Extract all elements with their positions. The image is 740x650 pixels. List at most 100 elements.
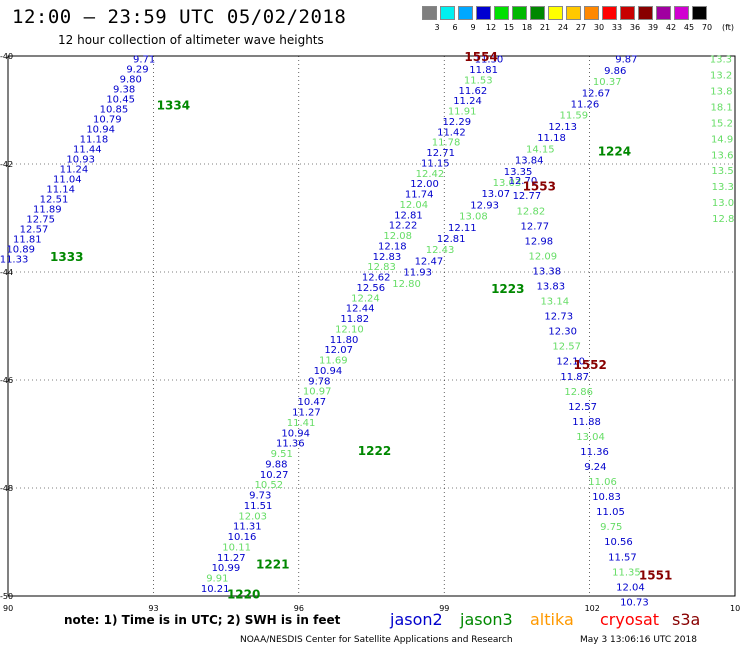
wave-height-reading: 11.33 — [0, 255, 28, 266]
satellite-legend-jason3: jason3 — [460, 610, 513, 629]
legend-label: 15 — [503, 23, 515, 32]
wave-height-reading: 11.42 — [437, 127, 466, 138]
wave-height-reading: 12.57 — [20, 225, 49, 236]
wave-height-reading: 10.89 — [6, 245, 35, 256]
wave-height-reading: 11.35 — [612, 567, 641, 578]
legend-swatch — [440, 6, 455, 20]
wave-height-reading: 11.69 — [319, 356, 348, 367]
wave-height-reading: 11.41 — [287, 418, 316, 429]
legend-label: 18 — [521, 23, 533, 32]
wave-height-reading: 9.73 — [249, 491, 271, 502]
legend-label: 70 — [701, 23, 713, 32]
wave-height-reading: 13.0 — [712, 198, 734, 209]
wave-height-reading: 11.87 — [560, 372, 589, 383]
wave-height-reading: 12.13 — [548, 122, 577, 133]
wave-height-reading: 10.52 — [255, 480, 284, 491]
legend-swatch — [638, 6, 653, 20]
wave-height-reading: 12.10 — [556, 357, 585, 368]
legend-swatch — [692, 6, 707, 20]
wave-height-reading: 11.14 — [46, 185, 75, 196]
wave-height-reading: 13.3 — [712, 182, 734, 193]
wave-height-reading: 12.51 — [40, 195, 69, 206]
wave-height-reading: 12.11 — [448, 223, 477, 234]
wave-height-reading: 18.1 — [710, 102, 732, 113]
wave-height-reading: 12.44 — [346, 304, 375, 315]
generation-timestamp: May 3 13:06:16 UTC 2018 — [580, 635, 697, 645]
wave-height-reading: 12.09 — [528, 251, 557, 262]
satellite-legend-cryosat: cryosat — [600, 610, 660, 629]
wave-height-reading: 10.21 — [201, 584, 230, 595]
wave-height-reading: 12.29 — [442, 117, 471, 128]
pass-number-label: 1334 — [157, 99, 190, 113]
wave-height-reading: 11.88 — [572, 417, 601, 428]
wave-height-reading: 12.22 — [389, 221, 418, 232]
wave-height-reading: 13.35 — [504, 167, 533, 178]
wave-height-reading: 10.37 — [593, 77, 622, 88]
wave-height-reading: 12.70 — [509, 176, 538, 187]
wave-height-reading: 13.5 — [711, 166, 733, 177]
legend-swatch — [584, 6, 599, 20]
pass-number-label: 1220 — [227, 587, 260, 601]
wave-height-reading: 12.80 — [392, 279, 421, 290]
legend-swatch — [512, 6, 527, 20]
wave-height-reading: 9.88 — [265, 459, 287, 470]
wave-height-reading: 11.59 — [559, 111, 588, 122]
wave-height-reading: 11.04 — [53, 175, 82, 186]
legend-label: 42 — [665, 23, 677, 32]
wave-height-reading: 13.84 — [515, 156, 544, 167]
page-subtitle: 12 hour collection of altimeter wave hei… — [58, 33, 324, 47]
wave-height-reading: 11.18 — [537, 133, 566, 144]
legend-swatch — [494, 6, 509, 20]
wave-height-reading: 11.26 — [571, 100, 600, 111]
legend-label: 30 — [593, 23, 605, 32]
wave-height-reading: 13.38 — [532, 266, 561, 277]
wave-height-reading: 12.98 — [525, 236, 554, 247]
wave-height-reading: 12.04 — [399, 200, 428, 211]
wave-height-reading: 11.06 — [588, 477, 617, 488]
lat-tick-label: -46 — [0, 376, 13, 385]
wave-height-reading: 13.2 — [710, 71, 732, 82]
wave-height-reading: 11.30 — [475, 55, 504, 66]
wave-height-reading: 13.6 — [711, 150, 733, 161]
lon-tick-label: 90 — [3, 604, 13, 613]
wave-height-reading: 12.86 — [564, 387, 593, 398]
credit-text: NOAA/NESDIS Center for Satellite Applica… — [240, 635, 513, 645]
wave-height-reading: 12.03 — [238, 511, 267, 522]
satellite-legend-jason2: jason2 — [390, 610, 443, 629]
wave-height-reading: 9.29 — [126, 65, 148, 76]
wave-height-reading: 12.08 — [383, 231, 412, 242]
legend-swatch — [530, 6, 545, 20]
legend-label: 24 — [557, 23, 569, 32]
wave-height-reading: 11.89 — [33, 205, 62, 216]
pass-number-label: 1554 — [464, 50, 497, 64]
wave-height-reading: 11.51 — [244, 501, 273, 512]
wave-height-reading: 10.85 — [100, 105, 129, 116]
wave-height-reading: 11.24 — [453, 96, 482, 107]
wave-height-reading: 11.81 — [469, 65, 498, 76]
lon-tick-label: 93 — [148, 604, 158, 613]
legend-label: 9 — [470, 23, 476, 32]
legend-swatch — [422, 6, 437, 20]
pass-number-label: 1223 — [491, 282, 524, 296]
page-title: 12:00 – 23:59 UTC 05/02/2018 — [12, 6, 347, 28]
wave-height-reading: 9.38 — [113, 85, 135, 96]
pass-number-label: 1221 — [256, 558, 289, 572]
wave-height-reading: 12.10 — [335, 324, 364, 335]
wave-height-reading: 11.93 — [403, 268, 432, 279]
legend-swatch — [602, 6, 617, 20]
wave-height-reading: 11.91 — [448, 107, 477, 118]
pass-number-label: 1551 — [639, 568, 672, 582]
wave-height-reading: 12.56 — [357, 283, 386, 294]
wave-height-reading: 11.05 — [596, 507, 625, 518]
wave-height-reading: 12.73 — [544, 312, 573, 323]
wave-height-reading: 10.93 — [66, 155, 95, 166]
wave-height-reading: 12.83 — [373, 252, 402, 263]
wave-height-reading: 11.81 — [13, 235, 42, 246]
wave-height-reading: 13.07 — [481, 189, 510, 200]
wave-height-reading: 11.74 — [405, 190, 434, 201]
legend-swatch — [476, 6, 491, 20]
wave-height-reading: 10.94 — [314, 366, 343, 377]
wave-height-reading: 11.15 — [421, 158, 450, 169]
